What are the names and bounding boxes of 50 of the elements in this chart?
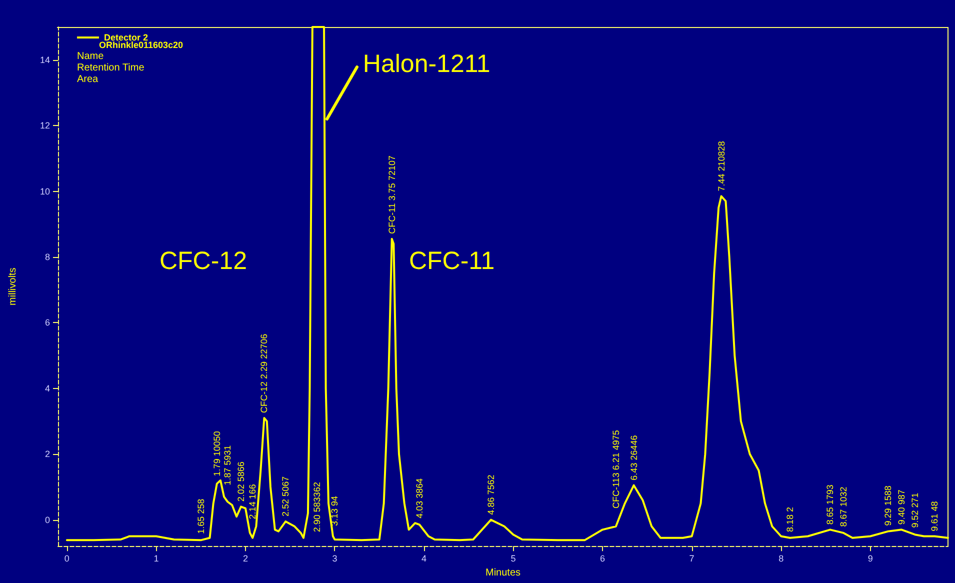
annotation: 1.87 5931 (222, 445, 233, 486)
y-tick-label: 12 (40, 120, 50, 131)
y-tick-label: 10 (40, 186, 50, 196)
annotation: 2.90 583362 (312, 482, 322, 532)
annotation: 2.02 5866 (236, 462, 246, 502)
x-axis-title: Minutes (485, 568, 521, 578)
y-tick-label: 0 (44, 514, 50, 525)
y-tick-label: 8 (44, 252, 50, 262)
y-tick-label: 4 (44, 383, 50, 394)
annotation: CFC-113 6.21 4975 (610, 430, 621, 509)
legend-label: Detector 2 (104, 32, 148, 42)
annotation: 2.14 166 (248, 484, 258, 520)
annotation: CFC-11 3.75 72107 (386, 156, 397, 234)
y-tick-label: 2 (44, 449, 50, 460)
annotation: Area (77, 74, 99, 85)
x-tick-label: 4 (421, 554, 427, 564)
x-tick-label: 7 (689, 554, 694, 564)
x-tick-label: 2 (242, 554, 248, 564)
x-tick-label: 8 (778, 554, 784, 564)
annotation: CFC-12 2.29 22706 (259, 334, 270, 413)
y-tick-label: 14 (40, 54, 50, 65)
annotation: 1.79 10050 (212, 431, 222, 476)
y-tick-label: 6 (44, 318, 50, 328)
annotation: 8.67 1032 (838, 486, 849, 527)
annotation: Name (77, 51, 104, 62)
annotation: 6.43 26446 (628, 435, 639, 480)
line-series (66, 26, 949, 542)
annotation: 9.40 987 (896, 490, 907, 525)
annotation: 9.61 48 (930, 501, 940, 532)
annotation: 2.52 5067 (280, 476, 291, 516)
annotation: 9.52 271 (910, 492, 920, 528)
annotation: 7.44 210828 (716, 141, 726, 192)
annotation: 1.65 258 (196, 498, 206, 534)
y-axis-title: millivolts (8, 268, 18, 306)
annotation: CFC-12 (159, 247, 247, 275)
x-tick-label: 1 (154, 554, 159, 564)
x-tick-label: 6 (600, 554, 606, 564)
annotation: 8.65 1793 (825, 484, 836, 525)
annotation: 9.29 1588 (883, 486, 894, 526)
annotation: CFC-11 (408, 247, 495, 275)
annotation: ORhinkle011603c20 (99, 40, 184, 50)
x-tick-label: 0 (64, 554, 70, 564)
annotation: 4.86 7562 (486, 474, 496, 515)
annotation: Halon-1211 (362, 50, 490, 78)
annotation: Retention Time (77, 62, 145, 74)
annotation: 4.03 3864 (414, 478, 425, 518)
x-tick-label: 5 (510, 554, 516, 564)
x-tick-label: 3 (332, 554, 338, 564)
annotation: 8.18 2 (784, 506, 795, 532)
x-tick-label: 9 (868, 554, 873, 564)
